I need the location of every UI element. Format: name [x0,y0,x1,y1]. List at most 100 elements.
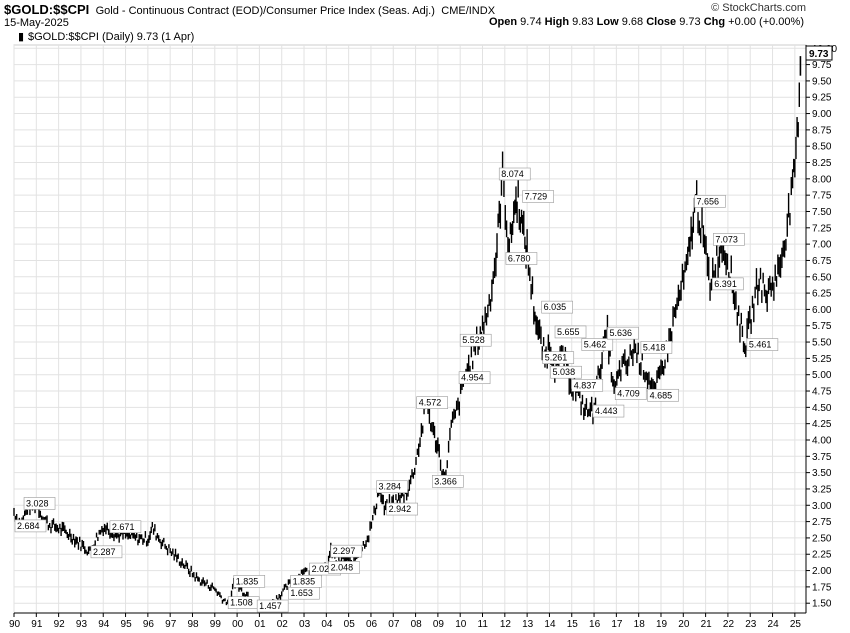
chart-header: $GOLD:$$CPI Gold - Continuous Contract (… [0,0,850,46]
y-tick-label: 6.75 [812,256,832,267]
annotation-box [109,520,142,534]
x-tick-label: 91 [31,619,43,630]
annotation-label: 4.443 [595,406,618,416]
chart-symbol: $GOLD:$$CPI [4,2,90,17]
x-tick-label: 09 [433,619,445,630]
y-tick-label: 5.00 [812,370,832,381]
annotation-box [541,300,573,314]
y-tick-label: 7.75 [812,191,832,202]
x-tick-label: 16 [589,619,601,630]
chart-exchange: CME/INDX [441,5,496,17]
annotation-label: 6.035 [544,302,567,312]
annotation-box [233,575,266,588]
x-tick-label: 15 [567,619,579,630]
annotation-label: 4.685 [650,390,673,400]
y-tick-label: 8.50 [812,142,832,153]
annotation-label: 1.457 [259,601,282,611]
y-tick-label: 6.00 [812,305,832,316]
annotation-box [614,387,647,400]
y-tick-label: 8.75 [812,125,832,136]
annotation-box [432,475,464,488]
x-axis: 90 91 92 93 94 95 96 97 98 99 00 01 02 03 04 05 06 07 08 09… [9,612,806,630]
y-tick-label: 2.50 [812,533,832,544]
annotation-box [376,480,408,494]
chart-title: $GOLD:$$CPI Gold - Continuous Contract (… [4,2,495,17]
annotation-label: 2.287 [93,547,116,557]
annotation-label: 1.653 [290,588,313,598]
annotation-label: 5.636 [609,328,632,338]
annotation-box [90,545,123,559]
annotation-label: 5.038 [553,367,576,377]
source-credit: © StockCharts.com [711,2,806,14]
y-tick-label: 3.50 [812,468,832,479]
y-tick-label: 2.25 [812,550,832,561]
x-tick-label: 01 [254,619,266,630]
x-tick-label: 90 [9,619,21,630]
y-tick-label: 4.25 [812,419,832,430]
annotation-label: 3.028 [26,498,49,508]
y-tick-label: 9.25 [812,93,832,104]
annotation-label: 5.462 [584,340,607,350]
x-tick-label: 06 [366,619,378,630]
x-tick-label: 25 [790,619,802,630]
annotation-label: 5.418 [643,342,666,352]
y-tick-label: 3.75 [812,452,832,463]
y-tick-label: 4.50 [812,403,832,414]
y-tick-label: 5.75 [812,321,832,332]
y-tick-label: 3.00 [812,501,832,512]
annotation-box [416,396,448,409]
series-legend: ▮ $GOLD:$$CPI (Daily) 9.73 (1 Apr) [18,30,194,43]
y-tick-label: 1.75 [812,582,832,593]
annotation-label: 7.656 [696,196,719,206]
x-tick-label: 17 [611,619,623,630]
legend-bar-icon: ▮ [18,31,25,43]
y-tick-label: 4.75 [812,387,832,398]
last-price-tag: 9.73 [805,45,833,61]
x-tick-label: 97 [165,619,177,630]
x-tick-label: 14 [544,619,556,630]
annotation-box [522,190,554,203]
x-tick-label: 21 [701,619,713,630]
x-tick-label: 07 [388,619,400,630]
x-tick-label: 92 [54,619,66,630]
y-tick-label: 8.00 [812,174,832,185]
y-tick-label: 9.50 [812,76,832,87]
annotation-box [505,252,538,265]
annotation-box [554,325,587,339]
x-tick-label: 20 [678,619,690,630]
last-price-tag-text: 9.73 [809,49,829,60]
x-tick-label: 96 [143,619,155,630]
high-value: 9.83 [572,16,594,28]
y-tick-label: 8.25 [812,158,832,169]
annotation-box [694,194,726,208]
y-tick-label: 3.25 [812,484,832,495]
annotation-label: 6.391 [714,279,737,289]
annotation-box [290,575,322,588]
x-tick-label: 93 [76,619,88,630]
x-tick-label: 22 [723,619,735,630]
annotation-box [14,519,47,533]
annotation-label: 1.835 [236,576,259,586]
y-tick-label: 7.25 [812,223,832,234]
x-tick-label: 24 [768,619,780,630]
y-tick-label: 7.00 [812,240,832,251]
x-tick-label: 05 [344,619,356,630]
x-tick-label: 99 [210,619,222,630]
x-tick-label: 00 [232,619,244,630]
close-label: Close [646,16,677,28]
low-label: Low [596,16,619,28]
x-tick-label: 11 [478,619,489,630]
annotation-box [256,599,289,613]
annotation-box [23,497,56,510]
x-tick-label: 94 [98,619,110,630]
last-price-tag-box [805,45,833,61]
annotation-box [571,379,604,392]
open-value: 9.74 [520,16,542,28]
annotation-label: 8.074 [501,169,524,179]
annotation-box [386,502,418,516]
close-value: 9.73 [679,16,701,28]
y-tick-label: 4.00 [812,435,832,446]
y-tick-label: 7.50 [812,207,832,218]
annotation-box [542,351,575,364]
